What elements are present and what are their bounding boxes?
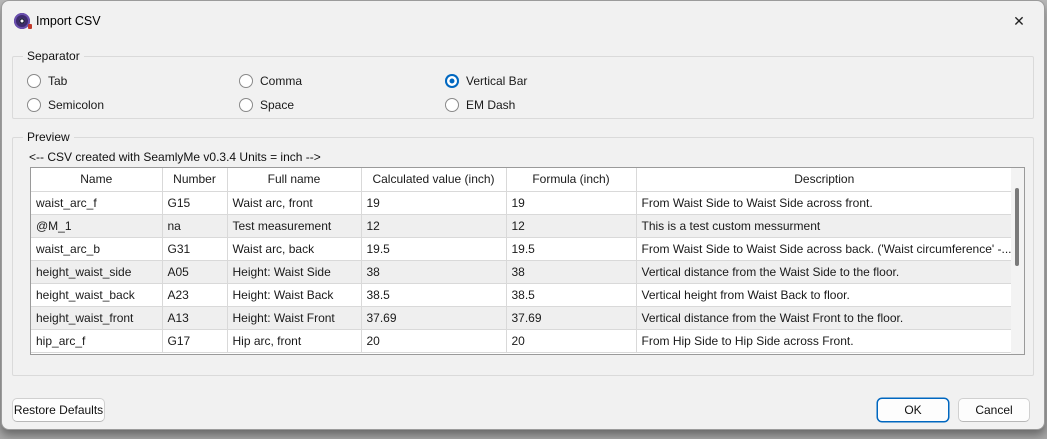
radio-comma[interactable]: Comma	[239, 74, 445, 88]
cell-number: G31	[162, 237, 228, 261]
cell-name: waist_arc_f	[31, 191, 163, 215]
separator-group-label: Separator	[23, 49, 84, 63]
cell-formula: 20	[506, 329, 637, 353]
cell-full-name: Height: Waist Side	[227, 260, 362, 284]
col-header-description[interactable]: Description	[636, 168, 1012, 192]
radio-space[interactable]: Space	[239, 98, 445, 112]
col-header-name[interactable]: Name	[31, 168, 163, 192]
cell-calculated: 20	[361, 329, 507, 353]
cell-formula: 19	[506, 191, 637, 215]
separator-groupbox: Separator Tab Comma Vertical Bar Semicol…	[12, 49, 1034, 119]
cell-description: Vertical distance from the Waist Side to…	[636, 260, 1012, 284]
table-header-row: Name Number Full name Calculated value (…	[31, 168, 1012, 192]
radio-circle-icon	[445, 98, 459, 112]
radio-label: Vertical Bar	[466, 74, 528, 88]
restore-defaults-button[interactable]: Restore Defaults	[12, 398, 105, 422]
cell-formula: 19.5	[506, 237, 637, 261]
cell-full-name: Height: Waist Back	[227, 283, 362, 307]
radio-label: Space	[260, 98, 295, 112]
cell-calculated: 19.5	[361, 237, 507, 261]
cell-full-name: Waist arc, back	[227, 237, 362, 261]
table-row[interactable]: height_waist_back A23 Height: Waist Back…	[31, 283, 1012, 307]
radio-tab[interactable]: Tab	[27, 74, 239, 88]
vertical-scrollbar[interactable]	[1011, 168, 1024, 354]
ok-button[interactable]: OK	[877, 398, 949, 422]
radio-em-dash[interactable]: EM Dash	[445, 98, 1025, 112]
cell-full-name: Hip arc, front	[227, 329, 362, 353]
cell-name: height_waist_back	[31, 283, 163, 307]
table-row[interactable]: height_waist_front A13 Height: Waist Fro…	[31, 306, 1012, 330]
cell-description: This is a test custom messurment	[636, 214, 1012, 238]
radio-vertical-bar[interactable]: Vertical Bar	[445, 74, 1025, 88]
title-bar: Import CSV ✕	[2, 1, 1044, 41]
cell-name: height_waist_side	[31, 260, 163, 284]
col-header-formula[interactable]: Formula (inch)	[506, 168, 637, 192]
cell-calculated: 19	[361, 191, 507, 215]
radio-semicolon[interactable]: Semicolon	[27, 98, 239, 112]
radio-circle-icon	[239, 74, 253, 88]
cell-number: G17	[162, 329, 228, 353]
cell-name: waist_arc_b	[31, 237, 163, 261]
col-header-number[interactable]: Number	[162, 168, 228, 192]
cell-description: From Waist Side to Waist Side across fro…	[636, 191, 1012, 215]
cell-formula: 12	[506, 214, 637, 238]
cell-description: From Hip Side to Hip Side across Front.	[636, 329, 1012, 353]
table-row[interactable]: height_waist_side A05 Height: Waist Side…	[31, 260, 1012, 284]
cell-description: Vertical height from Waist Back to floor…	[636, 283, 1012, 307]
cell-formula: 38	[506, 260, 637, 284]
csv-table: Name Number Full name Calculated value (…	[31, 168, 1012, 353]
import-csv-dialog: Import CSV ✕ Separator Tab Comma Vertica…	[1, 0, 1045, 430]
cell-full-name: Waist arc, front	[227, 191, 362, 215]
radio-circle-icon	[445, 74, 459, 88]
cell-name: @M_1	[31, 214, 163, 238]
table-row[interactable]: @M_1 na Test measurement 12 12 This is a…	[31, 214, 1012, 238]
radio-label: EM Dash	[466, 98, 516, 112]
cell-formula: 37.69	[506, 306, 637, 330]
cell-calculated: 12	[361, 214, 507, 238]
cell-formula: 38.5	[506, 283, 637, 307]
table-row[interactable]: waist_arc_b G31 Waist arc, back 19.5 19.…	[31, 237, 1012, 261]
cell-number: A05	[162, 260, 228, 284]
cancel-button[interactable]: Cancel	[958, 398, 1030, 422]
window-title: Import CSV	[36, 14, 101, 28]
csv-header-comment: <-- CSV created with SeamlyMe v0.3.4 Uni…	[29, 150, 321, 164]
radio-label: Semicolon	[48, 98, 105, 112]
col-header-full-name[interactable]: Full name	[227, 168, 362, 192]
cell-full-name: Test measurement	[227, 214, 362, 238]
scrollbar-thumb[interactable]	[1015, 188, 1019, 266]
radio-circle-icon	[27, 74, 41, 88]
preview-groupbox: Preview <-- CSV created with SeamlyMe v0…	[12, 130, 1034, 376]
col-header-calculated-value[interactable]: Calculated value (inch)	[361, 168, 507, 192]
cell-number: A13	[162, 306, 228, 330]
radio-label: Comma	[260, 74, 303, 88]
close-icon[interactable]: ✕	[1013, 12, 1025, 29]
cell-name: height_waist_front	[31, 306, 163, 330]
seamlyme-app-icon	[14, 13, 32, 29]
radio-label: Tab	[48, 74, 68, 88]
cell-name: hip_arc_f	[31, 329, 163, 353]
radio-circle-icon	[27, 98, 41, 112]
cell-description: From Waist Side to Waist Side across bac…	[636, 237, 1012, 261]
table-row[interactable]: hip_arc_f G17 Hip arc, front 20 20 From …	[31, 329, 1012, 353]
table-row[interactable]: waist_arc_f G15 Waist arc, front 19 19 F…	[31, 191, 1012, 215]
cell-number: G15	[162, 191, 228, 215]
cell-full-name: Height: Waist Front	[227, 306, 362, 330]
cell-calculated: 37.69	[361, 306, 507, 330]
cell-calculated: 38.5	[361, 283, 507, 307]
preview-table: Name Number Full name Calculated value (…	[30, 167, 1025, 355]
cell-description: Vertical distance from the Waist Front t…	[636, 306, 1012, 330]
cell-number: A23	[162, 283, 228, 307]
cell-calculated: 38	[361, 260, 507, 284]
cell-number: na	[162, 214, 228, 238]
radio-circle-icon	[239, 98, 253, 112]
separator-options: Tab Comma Vertical Bar Semicolon Space E…	[27, 69, 1025, 117]
preview-group-label: Preview	[23, 130, 74, 144]
